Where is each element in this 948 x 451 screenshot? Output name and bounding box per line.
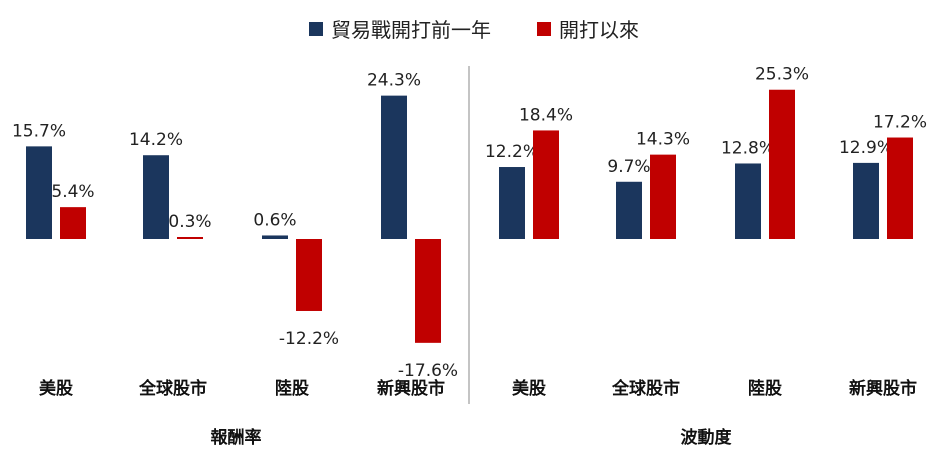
data-label-p2-s1-c1: 12.2%	[485, 142, 539, 162]
bar-p1-s1-c1	[26, 146, 52, 239]
category-label-p2-c1: 美股	[512, 378, 546, 399]
bar-p2-s1-c2	[616, 181, 642, 239]
panel-label-2: 波動度	[681, 427, 733, 448]
legend-item-series1: 貿易戰開打前一年	[309, 14, 491, 43]
bar-p2-s1-c3	[735, 163, 761, 239]
bar-p2-s1-c4	[853, 162, 879, 239]
data-label-p2-s2-c2: 14.3%	[636, 130, 690, 150]
bar-p2-s2-c2	[650, 154, 676, 239]
data-label-p1-s2-c4: -17.6%	[398, 361, 458, 381]
data-label-p2-s2-c3: 25.3%	[755, 65, 809, 85]
bar-p2-s1-c1	[499, 167, 525, 239]
bar-p1-s2-c2	[177, 237, 203, 239]
data-label-p2-s1-c2: 9.7%	[607, 157, 650, 177]
bar-p1-s2-c4	[415, 239, 441, 343]
bar-p1-s1-c3	[262, 235, 288, 239]
data-label-p2-s1-c3: 12.8%	[721, 138, 775, 158]
bar-p1-s2-c3	[296, 239, 322, 311]
legend-item-series2: 開打以來	[537, 14, 639, 43]
legend-label-series2: 開打以來	[559, 18, 639, 42]
data-label-p2-s2-c1: 18.4%	[519, 105, 573, 125]
data-label-p2-s2-c4: 17.2%	[873, 113, 927, 133]
bar-p1-s1-c2	[143, 155, 169, 239]
legend-swatch-series2	[537, 21, 551, 36]
legend-label-series1: 貿易戰開打前一年	[331, 18, 491, 42]
data-label-p2-s1-c4: 12.9%	[839, 138, 893, 158]
bar-p2-s2-c1	[533, 130, 559, 239]
category-label-p1-c2: 全球股市	[138, 378, 207, 399]
bar-p1-s1-c4	[381, 95, 407, 239]
category-label-p1-c3: 陸股	[275, 378, 309, 399]
legend: 貿易戰開打前一年 開打以來	[0, 14, 948, 43]
data-label-p1-s1-c3: 0.6%	[253, 210, 296, 230]
bar-p1-s2-c1	[60, 207, 86, 239]
data-label-p1-s2-c1: 5.4%	[51, 182, 94, 202]
data-label-p1-s2-c2: 0.3%	[168, 212, 211, 232]
category-label-p2-c4: 新興股市	[849, 378, 917, 399]
bar-p2-s2-c3	[769, 89, 795, 239]
data-label-p1-s1-c2: 14.2%	[129, 130, 183, 150]
category-label-p1-c1: 美股	[39, 378, 73, 399]
data-label-p1-s1-c4: 24.3%	[367, 71, 421, 91]
legend-swatch-series1	[309, 21, 323, 36]
bar-p2-s2-c4	[887, 137, 913, 239]
data-label-p1-s2-c3: -12.2%	[279, 329, 339, 349]
category-label-p1-c4: 新興股市	[377, 378, 445, 399]
category-label-p2-c3: 陸股	[748, 378, 782, 399]
data-label-p1-s1-c1: 15.7%	[12, 121, 66, 141]
panel-label-1: 報酬率	[211, 427, 262, 448]
category-label-p2-c2: 全球股市	[611, 378, 680, 399]
